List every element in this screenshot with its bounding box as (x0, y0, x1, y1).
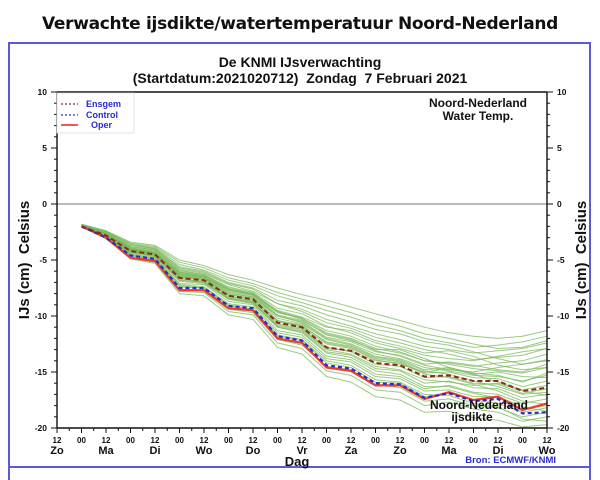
x-day-label: Di (493, 445, 504, 457)
ensemble-member-line (81, 225, 548, 410)
x-tick-label: 00 (420, 436, 429, 445)
series-line-control (81, 225, 548, 415)
y-tick-label-right: 0 (557, 199, 562, 209)
x-day-label: Vr (296, 445, 308, 457)
ensemble-member-line (81, 225, 548, 395)
chart-title: De KNMI IJsverwachting (219, 54, 382, 70)
frame-edge-right (589, 466, 591, 480)
frame-edge-left (8, 466, 10, 480)
y-tick-label-left: 5 (42, 143, 47, 153)
annotation-region-water: Noord-Nederland (429, 96, 527, 110)
legend-box (56, 92, 135, 134)
y-tick-label-right: -15 (557, 367, 570, 377)
y-axis-label-left: IJs (cm) Celsius (16, 201, 33, 319)
annotation-region-ice: Noord-Nederland (430, 398, 528, 412)
x-day-label: Ma (441, 445, 457, 457)
ensemble-member-line (81, 225, 548, 428)
legend-label-ensgem: Ensgem (86, 99, 121, 109)
x-tick-label: 12 (200, 436, 209, 445)
x-day-label: Zo (50, 445, 64, 457)
x-tick-label: 00 (175, 436, 184, 445)
x-day-label: Di (150, 445, 161, 457)
x-tick-label: 12 (494, 436, 503, 445)
x-tick-label: 12 (53, 436, 62, 445)
frame-divider (8, 466, 591, 468)
y-tick-label-left: 10 (38, 87, 48, 97)
page-title: Verwachte ijsdikte/watertemperatuur Noor… (41, 14, 559, 34)
y-tick-label-right: -20 (557, 423, 570, 433)
x-day-label: Ma (98, 445, 114, 457)
x-tick-label: 12 (102, 436, 111, 445)
annotation-water-temp: Water Temp. (443, 109, 514, 123)
y-tick-label-right: -5 (557, 255, 565, 265)
y-tick-label-right: 5 (557, 143, 562, 153)
y-tick-label-left: 0 (42, 199, 47, 209)
chart-subtitle: (Startdatum:2021020712) Zondag 7 Februar… (133, 70, 468, 86)
x-tick-label: 00 (322, 436, 331, 445)
x-tick-label: 00 (273, 436, 282, 445)
x-tick-label: 00 (126, 436, 135, 445)
x-day-label: Zo (393, 445, 407, 457)
x-tick-label: 00 (77, 436, 86, 445)
ensemble-member-line (81, 225, 548, 405)
legend-label-oper: Oper (91, 120, 113, 130)
ensemble-member-line (81, 224, 548, 373)
x-day-label: Wo (196, 445, 213, 457)
series-line-ensgem (81, 225, 548, 392)
legend-label-control: Control (86, 110, 118, 120)
y-axis-label-right: IJs (cm) Celsius (573, 201, 590, 319)
y-tick-label-left: -20 (35, 423, 48, 433)
y-tick-label-right: -10 (557, 311, 570, 321)
x-tick-label: 00 (518, 436, 527, 445)
x-tick-label: 12 (543, 436, 552, 445)
ensemble-member-line (81, 223, 548, 339)
x-day-label: Do (246, 445, 261, 457)
ensemble-member-line (81, 225, 548, 422)
y-tick-label-left: -5 (39, 255, 47, 265)
x-tick-label: 12 (151, 436, 160, 445)
annotation-ice-thickness: ijsdikte (451, 410, 493, 424)
ensemble-member-line (81, 225, 548, 382)
x-tick-label: 00 (371, 436, 380, 445)
x-tick-label: 12 (396, 436, 405, 445)
ensemble-member-line (81, 223, 548, 350)
x-tick-label: 12 (445, 436, 454, 445)
main-series (81, 225, 548, 415)
ensemble-member-line (81, 224, 548, 371)
x-day-label: Wo (539, 445, 556, 457)
legend: Ensgem Control Oper (56, 92, 135, 134)
y-tick-label-left: -10 (35, 311, 48, 321)
x-axis-label: Dag (285, 454, 310, 469)
ensemble-member-line (81, 223, 548, 348)
x-tick-label: 12 (249, 436, 258, 445)
ensemble-member-line (81, 224, 548, 361)
y-tick-label-left: -15 (35, 367, 48, 377)
x-tick-label: 00 (469, 436, 478, 445)
x-tick-label: 00 (224, 436, 233, 445)
ensemble-member-line (81, 224, 548, 362)
x-day-label: Za (345, 445, 359, 457)
y-tick-label-right: 10 (557, 87, 567, 97)
source-label: Bron: ECMWF/KNMI (465, 455, 556, 466)
chart-frame (8, 42, 591, 468)
x-tick-label: 12 (298, 436, 307, 445)
x-tick-label: 12 (347, 436, 356, 445)
